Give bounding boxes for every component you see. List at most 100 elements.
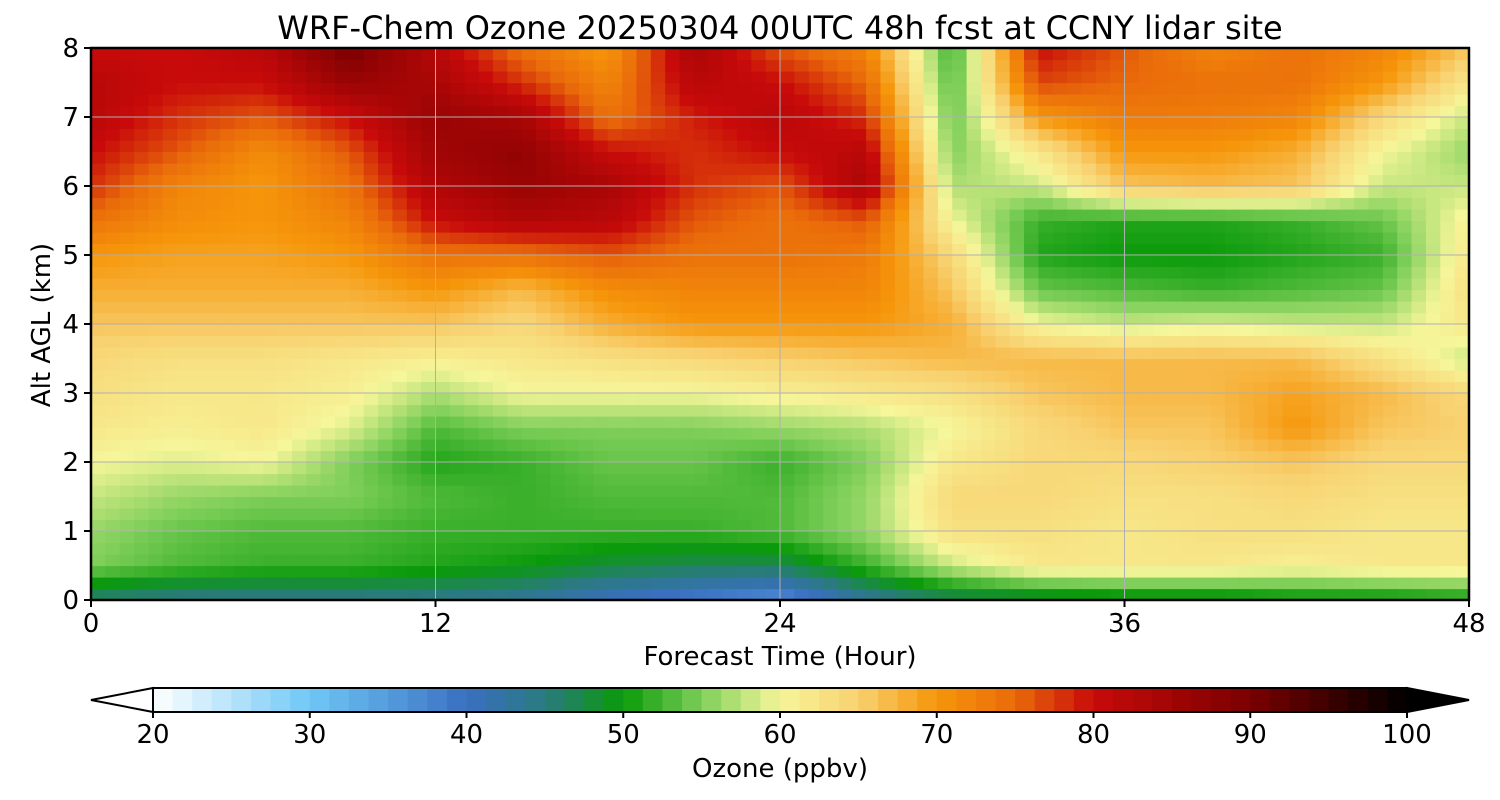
heatmap-cell — [722, 186, 738, 199]
heatmap-cell — [148, 531, 164, 544]
colorbar-extend-low — [90, 686, 154, 714]
heatmap-cell — [1253, 485, 1269, 498]
heatmap-cell — [277, 439, 293, 452]
heatmap-cell — [464, 266, 480, 279]
heatmap-cell — [880, 519, 896, 532]
heatmap-cell — [980, 243, 996, 256]
heatmap-cell — [507, 232, 523, 245]
heatmap-cell — [205, 48, 221, 61]
heatmap-cell — [191, 358, 207, 371]
heatmap-cell — [320, 588, 336, 601]
heatmap-cell — [1368, 186, 1384, 199]
heatmap-cell — [823, 531, 839, 544]
heatmap-cell — [1081, 117, 1097, 130]
heatmap-cell — [406, 174, 422, 187]
heatmap-cell — [823, 462, 839, 475]
y-axis-label: Alt AGL (km) — [27, 243, 57, 407]
heatmap-cell — [765, 220, 781, 233]
heatmap-cell — [880, 163, 896, 176]
heatmap-cell — [1081, 312, 1097, 325]
heatmap-cell — [1382, 59, 1398, 72]
heatmap-cell — [665, 220, 681, 233]
heatmap-cell — [823, 485, 839, 498]
heatmap-cell — [205, 255, 221, 268]
heatmap-cell — [1239, 266, 1255, 279]
heatmap-cell — [607, 519, 623, 532]
heatmap-cell — [722, 71, 738, 84]
heatmap-cell — [1224, 577, 1240, 590]
heatmap-cell — [1038, 577, 1054, 590]
heatmap-cell — [564, 393, 580, 406]
heatmap-cell — [794, 82, 810, 95]
heatmap-cell — [1081, 220, 1097, 233]
heatmap-cell — [823, 278, 839, 291]
heatmap-cell — [492, 416, 508, 429]
heatmap-cell — [1124, 473, 1140, 486]
heatmap-cell — [794, 128, 810, 141]
heatmap-cell — [1311, 243, 1327, 256]
heatmap-cell — [148, 577, 164, 590]
heatmap-cell — [1009, 243, 1025, 256]
heatmap-cell — [1224, 128, 1240, 141]
heatmap-cell — [1425, 209, 1441, 222]
heatmap-cell — [335, 358, 350, 371]
heatmap-cell — [1181, 565, 1197, 578]
heatmap-cell — [1325, 232, 1341, 245]
heatmap-cell — [1397, 381, 1413, 394]
heatmap-cell — [1081, 462, 1097, 475]
heatmap-cell — [406, 370, 422, 383]
heatmap-cell — [1038, 48, 1054, 61]
heatmap-cell — [923, 519, 939, 532]
heatmap-cell — [607, 335, 623, 348]
heatmap-cell — [665, 255, 681, 268]
heatmap-cell — [564, 358, 580, 371]
heatmap-cell — [1368, 473, 1384, 486]
heatmap-cell — [894, 496, 910, 509]
heatmap-cell — [1038, 71, 1054, 84]
heatmap-cell — [794, 565, 810, 578]
heatmap-cell — [1110, 393, 1126, 406]
heatmap-cell — [1210, 82, 1226, 95]
heatmap-cell — [464, 588, 480, 601]
heatmap-cell — [1224, 416, 1240, 429]
heatmap-cell — [693, 462, 709, 475]
heatmap-cell — [449, 209, 465, 222]
heatmap-cell — [1110, 94, 1126, 107]
heatmap-cell — [478, 485, 494, 498]
heatmap-cell — [837, 59, 853, 72]
heatmap-cell — [1210, 588, 1226, 601]
heatmap-cell — [1268, 71, 1283, 84]
heatmap-cell — [1210, 427, 1226, 440]
heatmap-cell — [622, 312, 638, 325]
heatmap-cell — [708, 508, 724, 521]
heatmap-cell — [1296, 531, 1312, 544]
heatmap-cell — [579, 439, 594, 452]
heatmap-cell — [722, 531, 738, 544]
heatmap-cell — [966, 278, 982, 291]
heatmap-cell — [220, 232, 236, 245]
heatmap-cell — [234, 174, 250, 187]
heatmap-cell — [335, 439, 350, 452]
heatmap-cell — [335, 140, 350, 153]
heatmap-cell — [177, 243, 193, 256]
heatmap-cell — [148, 473, 164, 486]
heatmap-cell — [794, 554, 810, 567]
heatmap-cell — [909, 255, 925, 268]
heatmap-cell — [952, 335, 968, 348]
heatmap-cell — [1138, 508, 1154, 521]
heatmap-cell — [1397, 117, 1413, 130]
heatmap-cell — [1325, 209, 1341, 222]
heatmap-cell — [177, 485, 193, 498]
heatmap-cell — [1268, 289, 1283, 302]
heatmap-cell — [1124, 393, 1140, 406]
heatmap-cell — [1153, 439, 1169, 452]
heatmap-cell — [1009, 473, 1025, 486]
heatmap-cell — [894, 462, 910, 475]
heatmap-cell — [1067, 48, 1083, 61]
heatmap-cell — [650, 485, 666, 498]
heatmap-cell — [636, 301, 652, 314]
heatmap-cell — [1095, 358, 1111, 371]
heatmap-cell — [1311, 82, 1327, 95]
heatmap-cell — [1081, 209, 1097, 222]
heatmap-cell — [507, 565, 523, 578]
